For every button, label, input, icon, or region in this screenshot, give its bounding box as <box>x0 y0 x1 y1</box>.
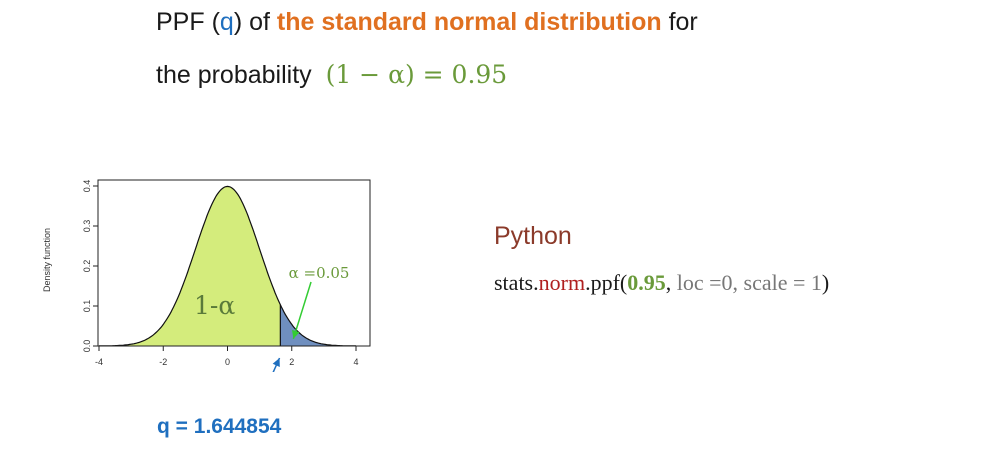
code-ppf: .ppf( <box>585 270 628 295</box>
code-stats: stats. <box>494 270 539 295</box>
title-emphasis: the standard normal distribution <box>276 8 662 36</box>
y-axis-ticks: 0.0 0.1 0.2 0.3 0.4 <box>82 180 98 353</box>
code-norm: norm <box>538 270 586 295</box>
y-tick-label: 0.3 <box>82 220 92 233</box>
alpha-pointer-arrow <box>292 281 312 340</box>
code-close-paren: ) <box>821 270 830 295</box>
title-line-2: the probability (1 − α) = 0.95 <box>156 60 507 90</box>
x-tick-label: -2 <box>159 357 167 367</box>
code-loc-scale: loc =0, scale = 1 <box>676 270 822 295</box>
q-result: q = 1.644854 <box>157 415 282 438</box>
x-tick-label: 4 <box>353 357 358 367</box>
title-probability-text: the probability <box>156 61 312 89</box>
title-probability-formula: (1 − α) = 0.95 <box>325 60 508 89</box>
y-tick-label: 0.4 <box>82 180 92 193</box>
title-mid: ) of <box>233 8 277 36</box>
region-label: 1-α <box>194 291 235 320</box>
y-tick-label: 0.2 <box>82 260 92 273</box>
y-axis-label: Density function <box>42 228 52 292</box>
python-code: stats.norm.ppf(0.95, loc =0, scale = 1) <box>494 270 829 296</box>
alpha-label: α =0.05 <box>289 264 350 282</box>
code-separator: , <box>665 270 677 295</box>
normal-density-plot: Density function 0.0 0.1 0.2 0.3 0.4 -4 -2 0 2 4… <box>42 179 371 372</box>
x-axis-ticks: -4 -2 0 2 4 <box>95 346 359 367</box>
x-tick-label: -4 <box>95 357 103 367</box>
code-probability-value: 0.95 <box>627 270 666 295</box>
title-prefix: PPF ( <box>156 8 220 36</box>
density-curve <box>99 185 356 347</box>
x-tick-label: 0 <box>225 357 230 367</box>
body-area <box>99 186 281 346</box>
y-tick-label: 0.0 <box>82 340 92 353</box>
python-label: Python <box>494 222 572 250</box>
right-tail-area <box>280 304 356 346</box>
x-tick-label: 2 <box>289 357 294 367</box>
title-q: q <box>219 8 234 36</box>
title-suffix: for <box>661 8 698 36</box>
q-arrowhead <box>272 358 280 367</box>
plot-box <box>97 179 371 347</box>
page-title: PPF (q) of the standard normal distribut… <box>156 8 698 37</box>
y-tick-label: 0.1 <box>82 300 92 313</box>
alpha-pointer-arrowhead <box>292 329 300 339</box>
